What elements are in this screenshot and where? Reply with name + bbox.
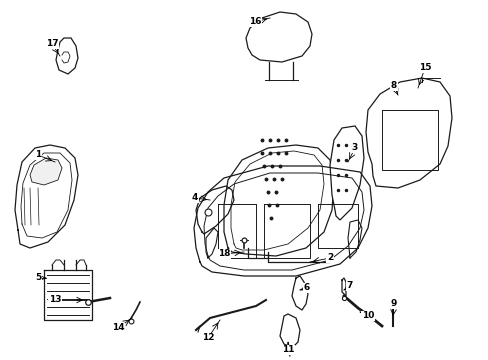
Polygon shape bbox=[403, 86, 421, 116]
Text: 5: 5 bbox=[35, 274, 41, 283]
Polygon shape bbox=[280, 314, 299, 348]
Text: 7: 7 bbox=[346, 282, 352, 291]
Polygon shape bbox=[30, 158, 62, 185]
Text: 10: 10 bbox=[361, 311, 373, 320]
Text: 16: 16 bbox=[248, 18, 261, 27]
Text: 9: 9 bbox=[390, 300, 396, 309]
Text: 15: 15 bbox=[418, 63, 430, 72]
Text: 14: 14 bbox=[111, 324, 124, 333]
Text: 11: 11 bbox=[281, 346, 294, 355]
Text: 8: 8 bbox=[390, 81, 396, 90]
Polygon shape bbox=[329, 126, 363, 220]
Polygon shape bbox=[245, 12, 311, 62]
Text: 3: 3 bbox=[351, 144, 357, 153]
Text: 12: 12 bbox=[202, 333, 214, 342]
Text: 17: 17 bbox=[45, 40, 58, 49]
Text: 2: 2 bbox=[326, 253, 332, 262]
Polygon shape bbox=[56, 38, 78, 74]
Text: 13: 13 bbox=[49, 296, 61, 305]
Text: 18: 18 bbox=[217, 249, 230, 258]
Text: 6: 6 bbox=[303, 284, 309, 292]
Text: 4: 4 bbox=[191, 193, 198, 202]
Polygon shape bbox=[365, 78, 451, 188]
Text: 1: 1 bbox=[35, 150, 41, 159]
